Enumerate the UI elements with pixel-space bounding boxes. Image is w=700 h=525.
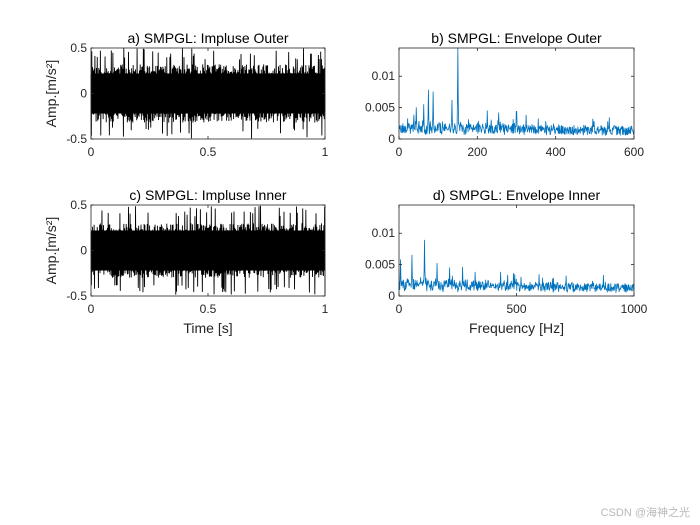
x-tick-label: 0 [88,302,95,316]
y-tick-label: 0.5 [70,198,87,212]
y-axis-label: Amp.[m/s²] [43,60,59,128]
x-tick-label: 1 [322,145,329,159]
y-tick-label: 0.005 [365,101,395,115]
subplot-title: b) SMPGL: Envelope Outer [431,30,602,46]
x-tick-label: 200 [467,145,487,159]
y-axis-label: Amp.[m/s²] [43,217,59,285]
x-axis-label: Time [s] [183,320,232,336]
x-tick-label: 0 [396,145,403,159]
y-tick-label: 0.5 [70,41,87,55]
y-tick-label: 0 [80,244,87,258]
x-axis-label: Frequency [Hz] [469,320,564,336]
signal-core-a [91,73,325,114]
y-tick-label: 0.005 [365,258,395,272]
axes-background [399,48,634,139]
series-line-b [398,47,635,136]
signal-core-c [91,230,325,271]
y-tick-label: 0.01 [372,69,396,83]
axes-frame [398,47,635,140]
y-tick-label: 0 [80,87,87,101]
y-tick-label: 0 [388,132,395,146]
series-line-d [398,239,635,293]
subplot-a: 0 0.5 1-0.500.5a) SMPGL: Impluse OuterAmp.… [43,30,329,159]
watermark: CSDN @海神之光 [601,505,690,519]
y-tick-label: -0.5 [66,132,87,146]
subplot-c: 0 0.5 1-0.500.5c) SMPGL: Impluse InnerTime… [43,187,329,336]
subplot-title: c) SMPGL: Impluse Inner [129,187,287,203]
subplot-grid: 0 0.5 1-0.500.5a) SMPGL: Impluse OuterAmp.… [43,30,648,336]
y-tick-label: -0.5 [66,289,87,303]
x-tick-label: 0.5 [200,145,217,159]
subplot-title: d) SMPGL: Envelope Inner [433,187,601,203]
x-tick-label: 600 [624,145,644,159]
x-tick-label: 400 [546,145,566,159]
x-tick-label: 0 [88,145,95,159]
x-tick-label: 0.5 [200,302,217,316]
subplot-d: 0 500 1000 0 0.005 0.01 d) SMPGL: Envelope Inn… [365,187,648,336]
x-tick-label: 1 [322,302,329,316]
x-tick-label: 1000 [621,302,648,316]
subplot-title: a) SMPGL: Impluse Outer [127,30,288,46]
y-tick-label: 0.01 [372,226,396,240]
x-tick-label: 500 [506,302,526,316]
x-tick-label: 0 [396,302,403,316]
subplot-b: 0 200 400 600 0 0.005 0.01 b) SMPGL: Envelope O… [365,30,644,159]
y-tick-label: 0 [388,289,395,303]
